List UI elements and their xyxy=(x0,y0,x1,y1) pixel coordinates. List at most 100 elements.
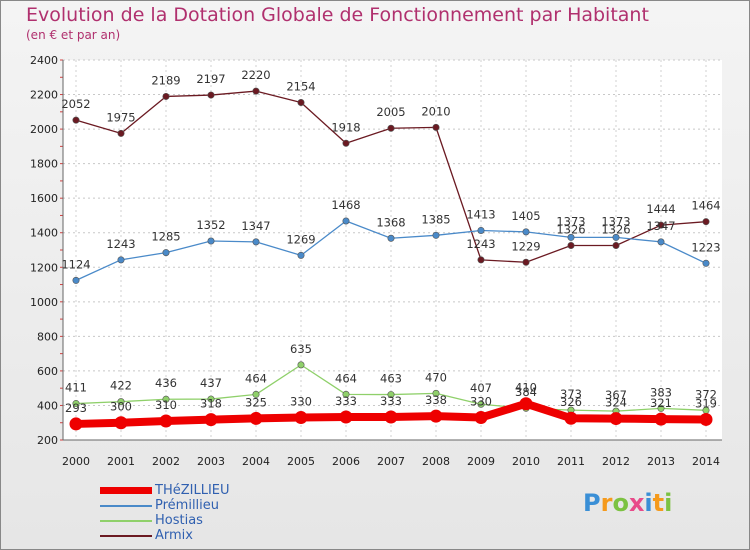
data-label-2: 373 xyxy=(560,387,582,401)
data-point-0 xyxy=(69,417,83,431)
data-label-1: 1124 xyxy=(61,257,90,271)
y-tick-label: 2200 xyxy=(30,89,58,102)
data-point-1 xyxy=(567,233,575,241)
data-label-0: 330 xyxy=(470,395,492,409)
data-point-1 xyxy=(387,234,395,242)
y-tick-label: 1600 xyxy=(30,192,58,205)
data-point-1 xyxy=(117,256,125,264)
x-tick-label: 2013 xyxy=(647,455,675,468)
chart-title: Evolution de la Dotation Globale de Fonc… xyxy=(26,4,649,26)
data-label-1: 1368 xyxy=(376,215,405,229)
data-point-3 xyxy=(162,92,170,100)
data-label-1: 1385 xyxy=(421,212,450,226)
x-tick-label: 2000 xyxy=(62,455,90,468)
data-point-0 xyxy=(519,397,533,411)
legend-label-hostias: Hostias xyxy=(155,513,203,528)
legend-swatch-premillieu xyxy=(100,505,152,507)
y-tick-label: 1000 xyxy=(30,296,58,309)
y-tick-label: 1400 xyxy=(30,227,58,240)
data-label-3: 1229 xyxy=(511,239,540,253)
data-point-1 xyxy=(252,238,260,246)
data-point-3 xyxy=(522,258,530,266)
x-tick-label: 2004 xyxy=(242,455,270,468)
data-label-2: 635 xyxy=(290,342,312,356)
y-tick-label: 1200 xyxy=(30,261,58,274)
data-point-3 xyxy=(432,123,440,131)
y-tick-label: 800 xyxy=(37,330,58,343)
legend-item-premillieu: Prémillieu xyxy=(100,499,300,514)
data-point-2 xyxy=(297,361,305,369)
legend-item-hostias: Hostias xyxy=(100,514,300,529)
data-label-2: 464 xyxy=(245,371,267,385)
data-label-1: 1373 xyxy=(556,214,585,228)
data-label-0: 333 xyxy=(335,394,357,408)
data-label-2: 384 xyxy=(515,385,537,399)
data-point-1 xyxy=(477,226,485,234)
data-label-2: 367 xyxy=(605,388,627,402)
legend-item-thezillieu: THéZILLIEU xyxy=(100,484,300,499)
data-label-3: 1464 xyxy=(691,199,720,213)
data-label-2: 422 xyxy=(110,379,132,393)
data-point-1 xyxy=(432,231,440,239)
data-point-0 xyxy=(609,412,623,426)
data-point-2 xyxy=(432,389,440,397)
legend: THéZILLIEU Prémillieu Hostias Armix xyxy=(100,484,300,544)
data-label-3: 2220 xyxy=(241,68,270,82)
data-point-0 xyxy=(564,411,578,425)
data-label-3: 2189 xyxy=(151,73,180,87)
data-point-1 xyxy=(162,249,170,257)
x-tick-label: 2001 xyxy=(107,455,135,468)
data-point-3 xyxy=(252,87,260,95)
data-point-3 xyxy=(567,242,575,250)
data-label-3: 1326 xyxy=(601,223,630,237)
data-label-1: 1352 xyxy=(196,218,225,232)
data-point-1 xyxy=(342,217,350,225)
y-tick-label: 2400 xyxy=(30,54,58,67)
data-point-3 xyxy=(657,221,665,229)
data-point-0 xyxy=(654,412,668,426)
y-tick-label: 1800 xyxy=(30,158,58,171)
data-label-2: 464 xyxy=(335,371,357,385)
data-point-3 xyxy=(477,256,485,264)
data-point-0 xyxy=(429,409,443,423)
data-point-1 xyxy=(612,233,620,241)
y-tick-label: 200 xyxy=(37,434,58,447)
data-label-3: 2154 xyxy=(286,79,315,93)
data-label-0: 324 xyxy=(605,396,627,410)
data-point-3 xyxy=(72,116,80,124)
data-point-2 xyxy=(387,391,395,399)
data-label-0: 300 xyxy=(110,400,132,414)
y-tick-label: 2000 xyxy=(30,123,58,136)
x-tick-label: 2014 xyxy=(692,455,720,468)
data-point-1 xyxy=(702,259,710,267)
data-label-0: 330 xyxy=(290,395,312,409)
x-tick-label: 2006 xyxy=(332,455,360,468)
plot-area xyxy=(63,60,722,440)
data-label-3: 2197 xyxy=(196,72,225,86)
data-point-2 xyxy=(72,400,80,408)
legend-item-armix: Armix xyxy=(100,529,300,544)
y-tick-label: 600 xyxy=(37,365,58,378)
data-point-2 xyxy=(207,395,215,403)
data-point-0 xyxy=(114,416,128,430)
data-point-2 xyxy=(477,400,485,408)
data-point-3 xyxy=(387,124,395,132)
data-point-2 xyxy=(117,398,125,406)
data-label-1: 1405 xyxy=(511,209,540,223)
data-label-2: 470 xyxy=(425,370,447,384)
data-label-2: 437 xyxy=(200,376,222,390)
data-point-0 xyxy=(294,411,308,425)
legend-label-premillieu: Prémillieu xyxy=(155,498,220,513)
data-point-3 xyxy=(342,139,350,147)
data-point-3 xyxy=(297,98,305,106)
x-tick-label: 2012 xyxy=(602,455,630,468)
data-label-3: 2005 xyxy=(376,105,405,119)
data-label-3: 1444 xyxy=(646,202,675,216)
data-label-1: 1223 xyxy=(691,240,720,254)
data-label-0: 333 xyxy=(380,394,402,408)
data-label-1: 1269 xyxy=(286,232,315,246)
data-label-3: 1243 xyxy=(466,237,495,251)
data-point-1 xyxy=(297,251,305,259)
data-label-0: 293 xyxy=(65,401,87,415)
data-label-1: 1468 xyxy=(331,198,360,212)
